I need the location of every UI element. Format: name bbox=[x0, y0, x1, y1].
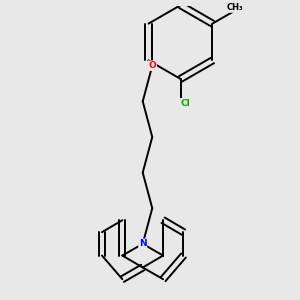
Text: CH₃: CH₃ bbox=[227, 3, 244, 12]
Text: N: N bbox=[139, 239, 146, 248]
Text: O: O bbox=[148, 61, 156, 70]
Text: Cl: Cl bbox=[181, 99, 190, 108]
